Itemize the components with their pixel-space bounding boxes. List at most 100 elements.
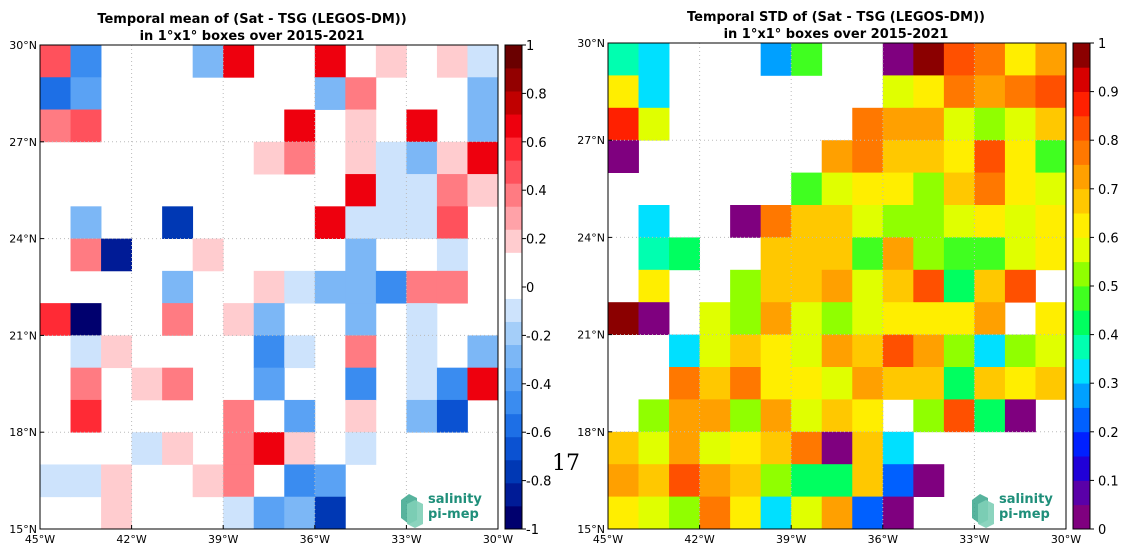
heatmap-cell	[821, 496, 853, 530]
heatmap-cell	[436, 174, 468, 207]
colorbar-swatch	[1073, 43, 1090, 68]
heatmap-cell	[699, 431, 731, 465]
heatmap-cell	[1004, 75, 1036, 109]
heatmap-cell	[821, 399, 853, 433]
colorbar-swatch	[505, 367, 522, 392]
heatmap-cell	[314, 496, 346, 530]
heatmap-cell	[943, 75, 975, 109]
heatmap-cell	[821, 367, 853, 400]
colorbar	[504, 44, 523, 530]
heatmap-cell	[882, 334, 914, 368]
heatmap-cell	[882, 237, 914, 271]
heatmap-cell	[467, 77, 499, 110]
colorbar-swatch	[1073, 213, 1090, 238]
heatmap-cell	[669, 237, 700, 271]
heatmap-cell	[760, 464, 792, 497]
heatmap-cell	[852, 496, 884, 530]
heatmap-cell	[162, 303, 194, 336]
heatmap-cell	[253, 303, 285, 336]
heatmap-cell	[760, 237, 792, 271]
heatmap-cell	[730, 496, 762, 530]
heatmap-cell	[791, 399, 823, 433]
colorbar-swatch	[1073, 431, 1090, 457]
heatmap-cell	[791, 43, 823, 76]
colorbar-tick-label: 1	[1098, 37, 1106, 52]
heatmap-cell	[1035, 302, 1067, 335]
heatmap-cell	[314, 77, 346, 110]
heatmap-cell	[974, 172, 1006, 206]
heatmap-cell	[974, 107, 1006, 141]
colorbar-tick-label: 0.4	[1098, 329, 1119, 344]
plot-frame	[39, 44, 499, 530]
colorbar-swatch	[1073, 358, 1090, 384]
x-tick-label: 36°W	[868, 533, 898, 545]
heatmap-cell	[791, 431, 823, 465]
heatmap-cell	[375, 206, 407, 239]
heatmap-cell	[223, 496, 255, 530]
heatmap-cell	[406, 303, 438, 336]
heatmap-cell	[1004, 43, 1036, 76]
heatmap-cell	[467, 141, 499, 175]
colorbar-ticks: 1 0.9 0.8 0.7 0.6 0.5 0.4 0.3 0.2 0.1 0	[1090, 37, 1119, 538]
heatmap-cell	[436, 270, 468, 304]
heatmap-cells	[608, 43, 1067, 530]
heatmap-cell	[638, 431, 670, 465]
x-tick-label: 36°W	[300, 533, 330, 545]
chart-subtitle: in 1°x1° boxes over 2015-2021	[140, 29, 365, 44]
heatmap-cell	[913, 334, 945, 368]
heatmap-cell	[974, 140, 1006, 173]
heatmap-cell	[730, 269, 762, 303]
y-tick-label: 27°N	[9, 136, 37, 149]
heatmap-cell	[345, 141, 377, 175]
x-tick-label: 33°W	[391, 533, 421, 545]
y-tick-label: 15°N	[9, 523, 37, 536]
heatmap-cell	[314, 206, 346, 239]
heatmap-cell	[791, 172, 823, 206]
heatmap-cell	[699, 367, 731, 400]
heatmap-cell	[436, 141, 468, 175]
heatmap-cell	[253, 270, 285, 304]
y-tick-label: 24°N	[577, 231, 605, 244]
heatmap-cell	[669, 367, 700, 400]
heatmap-cell	[730, 205, 762, 238]
colorbar-swatch	[505, 298, 522, 322]
heatmap-cell	[699, 399, 731, 433]
heatmap-cell	[223, 464, 255, 498]
heatmap-cell	[345, 432, 377, 465]
heatmap-cell	[1004, 140, 1036, 173]
heatmap-cell	[345, 335, 377, 369]
colorbar-swatch	[505, 505, 522, 530]
heatmap-cell	[943, 237, 975, 271]
heatmap-cell	[406, 109, 438, 143]
heatmap-cell	[791, 269, 823, 303]
heatmap-cell	[1004, 172, 1036, 206]
heatmap-cell	[1035, 367, 1067, 400]
heatmap-cell	[791, 205, 823, 238]
colorbar-swatch	[1073, 383, 1090, 408]
colorbar	[1072, 42, 1091, 530]
heatmap-cell	[284, 464, 316, 498]
heatmap-cell	[1035, 75, 1067, 109]
heatmap-cell	[913, 205, 945, 238]
page-number: 17	[552, 451, 580, 476]
heatmap-cell	[913, 107, 945, 141]
x-tick-label: 39°W	[776, 533, 806, 545]
heatmap-cell	[913, 75, 945, 109]
heatmap-cell	[223, 303, 255, 336]
y-tick-label: 21°N	[9, 329, 37, 342]
heatmap-cell	[882, 205, 914, 238]
heatmap-cell	[638, 237, 670, 271]
colorbar-swatch	[505, 45, 522, 69]
heatmap-cell	[223, 45, 255, 78]
logo-line-1: salinity	[999, 492, 1053, 507]
heatmap-cell	[436, 206, 468, 239]
x-tick-label: 45°W	[25, 533, 55, 545]
heatmap-cell	[223, 399, 255, 433]
heatmap-cell	[913, 269, 945, 303]
heatmap-cell	[669, 399, 700, 433]
heatmap-cell	[253, 335, 285, 369]
heatmap-cell	[760, 269, 792, 303]
colorbar-swatch	[1073, 456, 1090, 481]
heatmap-cell	[760, 302, 792, 335]
heatmap-cell	[943, 302, 975, 335]
